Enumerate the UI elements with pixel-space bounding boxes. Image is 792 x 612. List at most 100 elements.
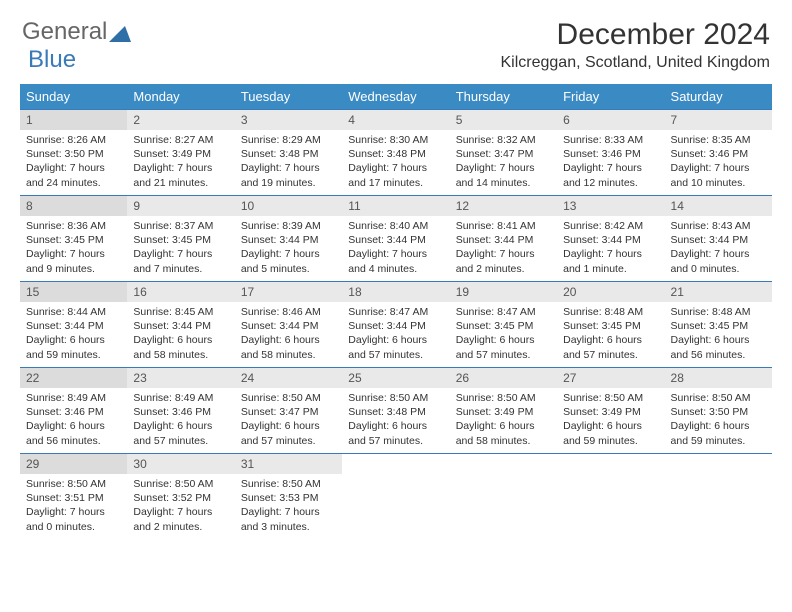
calendar-day-cell: 26Sunrise: 8:50 AMSunset: 3:49 PMDayligh…: [450, 368, 557, 454]
day-info: Sunrise: 8:50 AMSunset: 3:52 PMDaylight:…: [127, 474, 234, 538]
day-number: 6: [557, 110, 664, 130]
day-info: Sunrise: 8:50 AMSunset: 3:50 PMDaylight:…: [665, 388, 772, 452]
logo-icon: [109, 24, 131, 42]
day-info: Sunrise: 8:30 AMSunset: 3:48 PMDaylight:…: [342, 130, 449, 194]
day-number: 24: [235, 368, 342, 388]
calendar-location: Kilcreggan, Scotland, United Kingdom: [501, 54, 771, 72]
day-number: 29: [20, 454, 127, 474]
weekday-header: Monday: [127, 84, 234, 110]
day-number: 31: [235, 454, 342, 474]
calendar-day-cell: 27Sunrise: 8:50 AMSunset: 3:49 PMDayligh…: [557, 368, 664, 454]
day-number: 26: [450, 368, 557, 388]
calendar-day-cell: [665, 454, 772, 540]
day-info: Sunrise: 8:43 AMSunset: 3:44 PMDaylight:…: [665, 216, 772, 280]
day-info: Sunrise: 8:50 AMSunset: 3:49 PMDaylight:…: [557, 388, 664, 452]
calendar-day-cell: [450, 454, 557, 540]
day-info: Sunrise: 8:50 AMSunset: 3:53 PMDaylight:…: [235, 474, 342, 538]
day-info: Sunrise: 8:39 AMSunset: 3:44 PMDaylight:…: [235, 216, 342, 280]
day-number: 15: [20, 282, 127, 302]
day-info: Sunrise: 8:40 AMSunset: 3:44 PMDaylight:…: [342, 216, 449, 280]
day-info: Sunrise: 8:35 AMSunset: 3:46 PMDaylight:…: [665, 130, 772, 194]
day-number: 25: [342, 368, 449, 388]
calendar-day-cell: 20Sunrise: 8:48 AMSunset: 3:45 PMDayligh…: [557, 282, 664, 368]
day-info: Sunrise: 8:50 AMSunset: 3:51 PMDaylight:…: [20, 474, 127, 538]
calendar-day-cell: 24Sunrise: 8:50 AMSunset: 3:47 PMDayligh…: [235, 368, 342, 454]
day-number: 17: [235, 282, 342, 302]
day-info: Sunrise: 8:49 AMSunset: 3:46 PMDaylight:…: [127, 388, 234, 452]
calendar-day-cell: 4Sunrise: 8:30 AMSunset: 3:48 PMDaylight…: [342, 110, 449, 196]
weekday-header: Thursday: [450, 84, 557, 110]
calendar-day-cell: 21Sunrise: 8:48 AMSunset: 3:45 PMDayligh…: [665, 282, 772, 368]
weekday-header: Sunday: [20, 84, 127, 110]
day-number: 23: [127, 368, 234, 388]
calendar-day-cell: 9Sunrise: 8:37 AMSunset: 3:45 PMDaylight…: [127, 196, 234, 282]
day-number: 14: [665, 196, 772, 216]
weekday-header: Tuesday: [235, 84, 342, 110]
day-info: Sunrise: 8:50 AMSunset: 3:48 PMDaylight:…: [342, 388, 449, 452]
day-number: 2: [127, 110, 234, 130]
day-info: Sunrise: 8:42 AMSunset: 3:44 PMDaylight:…: [557, 216, 664, 280]
calendar-week-row: 22Sunrise: 8:49 AMSunset: 3:46 PMDayligh…: [20, 368, 772, 454]
calendar-day-cell: 3Sunrise: 8:29 AMSunset: 3:48 PMDaylight…: [235, 110, 342, 196]
day-info: Sunrise: 8:44 AMSunset: 3:44 PMDaylight:…: [20, 302, 127, 366]
logo: General: [22, 18, 135, 46]
logo-text-2: Blue: [28, 46, 76, 74]
calendar-day-cell: 16Sunrise: 8:45 AMSunset: 3:44 PMDayligh…: [127, 282, 234, 368]
calendar-day-cell: 10Sunrise: 8:39 AMSunset: 3:44 PMDayligh…: [235, 196, 342, 282]
calendar-day-cell: 23Sunrise: 8:49 AMSunset: 3:46 PMDayligh…: [127, 368, 234, 454]
day-number: 30: [127, 454, 234, 474]
day-number: 9: [127, 196, 234, 216]
day-number: 16: [127, 282, 234, 302]
day-info: Sunrise: 8:27 AMSunset: 3:49 PMDaylight:…: [127, 130, 234, 194]
weekday-header: Friday: [557, 84, 664, 110]
calendar-week-row: 1Sunrise: 8:26 AMSunset: 3:50 PMDaylight…: [20, 110, 772, 196]
day-number: 19: [450, 282, 557, 302]
day-info: Sunrise: 8:29 AMSunset: 3:48 PMDaylight:…: [235, 130, 342, 194]
calendar-table: Sunday Monday Tuesday Wednesday Thursday…: [20, 84, 772, 540]
day-info: Sunrise: 8:47 AMSunset: 3:44 PMDaylight:…: [342, 302, 449, 366]
day-number: 7: [665, 110, 772, 130]
day-info: Sunrise: 8:26 AMSunset: 3:50 PMDaylight:…: [20, 130, 127, 194]
calendar-day-cell: 15Sunrise: 8:44 AMSunset: 3:44 PMDayligh…: [20, 282, 127, 368]
day-number: 11: [342, 196, 449, 216]
calendar-day-cell: 29Sunrise: 8:50 AMSunset: 3:51 PMDayligh…: [20, 454, 127, 540]
day-number: 5: [450, 110, 557, 130]
calendar-day-cell: 19Sunrise: 8:47 AMSunset: 3:45 PMDayligh…: [450, 282, 557, 368]
day-info: Sunrise: 8:33 AMSunset: 3:46 PMDaylight:…: [557, 130, 664, 194]
calendar-day-cell: 8Sunrise: 8:36 AMSunset: 3:45 PMDaylight…: [20, 196, 127, 282]
day-number: 20: [557, 282, 664, 302]
calendar-day-cell: [342, 454, 449, 540]
day-number: 12: [450, 196, 557, 216]
weekday-header-row: Sunday Monday Tuesday Wednesday Thursday…: [20, 84, 772, 110]
calendar-day-cell: [557, 454, 664, 540]
calendar-day-cell: 5Sunrise: 8:32 AMSunset: 3:47 PMDaylight…: [450, 110, 557, 196]
day-number: 1: [20, 110, 127, 130]
header: General December 2024 Kilcreggan, Scotla…: [0, 0, 792, 78]
calendar-week-row: 15Sunrise: 8:44 AMSunset: 3:44 PMDayligh…: [20, 282, 772, 368]
calendar-day-cell: 7Sunrise: 8:35 AMSunset: 3:46 PMDaylight…: [665, 110, 772, 196]
day-info: Sunrise: 8:48 AMSunset: 3:45 PMDaylight:…: [557, 302, 664, 366]
weekday-header: Wednesday: [342, 84, 449, 110]
day-info: Sunrise: 8:36 AMSunset: 3:45 PMDaylight:…: [20, 216, 127, 280]
calendar-day-cell: 6Sunrise: 8:33 AMSunset: 3:46 PMDaylight…: [557, 110, 664, 196]
day-info: Sunrise: 8:47 AMSunset: 3:45 PMDaylight:…: [450, 302, 557, 366]
calendar-day-cell: 12Sunrise: 8:41 AMSunset: 3:44 PMDayligh…: [450, 196, 557, 282]
weekday-header: Saturday: [665, 84, 772, 110]
day-info: Sunrise: 8:32 AMSunset: 3:47 PMDaylight:…: [450, 130, 557, 194]
calendar-week-row: 29Sunrise: 8:50 AMSunset: 3:51 PMDayligh…: [20, 454, 772, 540]
calendar-day-cell: 13Sunrise: 8:42 AMSunset: 3:44 PMDayligh…: [557, 196, 664, 282]
day-info: Sunrise: 8:50 AMSunset: 3:49 PMDaylight:…: [450, 388, 557, 452]
calendar-day-cell: 18Sunrise: 8:47 AMSunset: 3:44 PMDayligh…: [342, 282, 449, 368]
day-number: 22: [20, 368, 127, 388]
day-info: Sunrise: 8:45 AMSunset: 3:44 PMDaylight:…: [127, 302, 234, 366]
calendar-day-cell: 28Sunrise: 8:50 AMSunset: 3:50 PMDayligh…: [665, 368, 772, 454]
day-number: 28: [665, 368, 772, 388]
day-info: Sunrise: 8:50 AMSunset: 3:47 PMDaylight:…: [235, 388, 342, 452]
title-block: December 2024 Kilcreggan, Scotland, Unit…: [501, 18, 771, 72]
day-info: Sunrise: 8:41 AMSunset: 3:44 PMDaylight:…: [450, 216, 557, 280]
calendar-title: December 2024: [501, 18, 771, 52]
day-number: 8: [20, 196, 127, 216]
day-number: 10: [235, 196, 342, 216]
day-number: 13: [557, 196, 664, 216]
calendar-day-cell: 30Sunrise: 8:50 AMSunset: 3:52 PMDayligh…: [127, 454, 234, 540]
